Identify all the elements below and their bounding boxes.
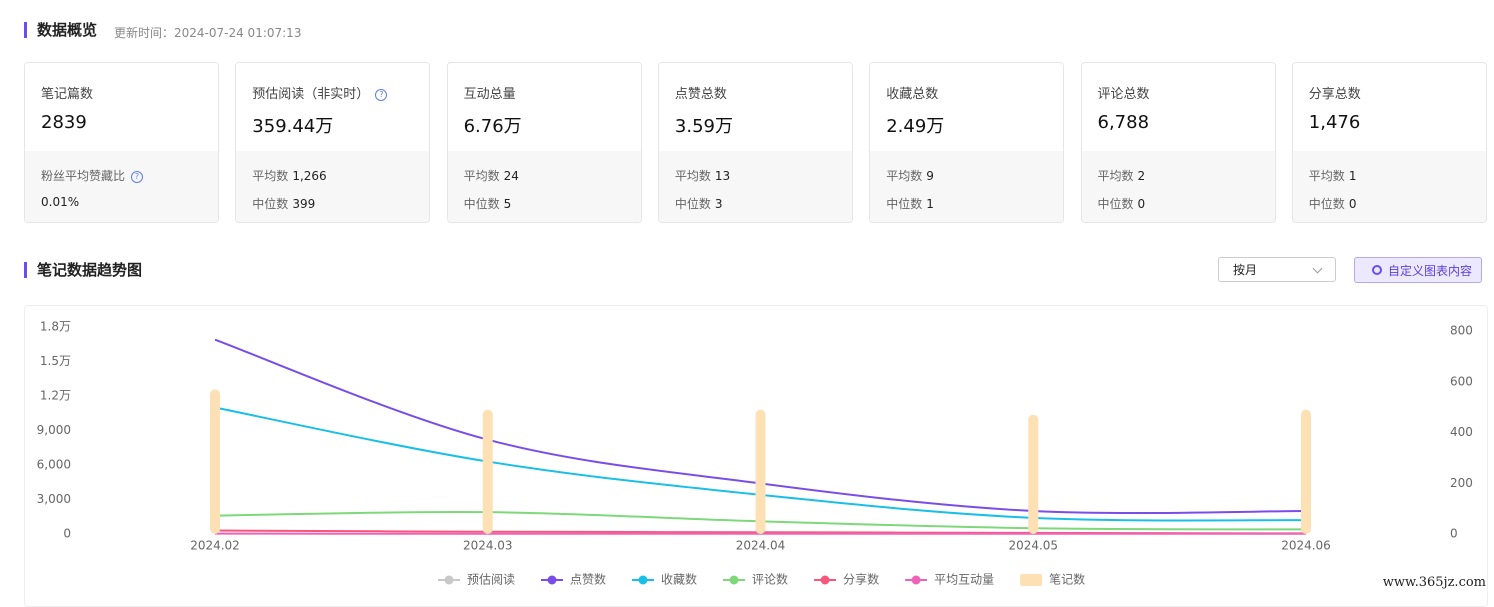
y-tick-label: 1.8万 <box>40 320 71 334</box>
y-tick-label: 1.5万 <box>40 354 71 368</box>
legend-label[interactable]: 预估阅读 <box>467 573 515 587</box>
legend-label[interactable]: 分享数 <box>843 572 879 587</box>
legend-swatch <box>445 576 454 585</box>
legend-swatch <box>912 576 921 585</box>
legend-label[interactable]: 笔记数 <box>1049 572 1085 587</box>
x-tick-label: 2024.04 <box>736 539 786 553</box>
watermark: www.365jz.com <box>1383 575 1486 590</box>
legend-label[interactable]: 平均互动量 <box>934 573 994 587</box>
legend-label[interactable]: 评论数 <box>752 572 788 587</box>
legend-swatch <box>730 576 739 585</box>
x-tick-label: 2024.02 <box>190 539 240 553</box>
bar <box>1301 410 1311 534</box>
y-tick-label: 6,000 <box>37 458 71 472</box>
y2-tick-label: 0 <box>1450 527 1458 541</box>
bar <box>1028 415 1038 534</box>
legend-swatch <box>821 576 830 585</box>
y-tick-label: 9,000 <box>37 423 71 437</box>
y-tick-label: 0 <box>63 527 71 541</box>
y-tick-label: 3,000 <box>37 492 71 506</box>
y2-tick-label: 800 <box>1450 324 1473 338</box>
bar <box>483 410 493 534</box>
bar <box>210 389 220 534</box>
legend-label[interactable]: 点赞数 <box>570 572 606 587</box>
legend-swatch <box>639 576 648 585</box>
bar <box>756 410 766 534</box>
x-tick-label: 2024.05 <box>1008 539 1058 553</box>
y-tick-label: 1.2万 <box>40 389 71 403</box>
legend-swatch <box>548 576 557 585</box>
y2-tick-label: 200 <box>1450 476 1473 490</box>
x-tick-label: 2024.06 <box>1281 539 1331 553</box>
legend-swatch <box>1020 574 1042 586</box>
y2-tick-label: 400 <box>1450 425 1473 439</box>
legend-label[interactable]: 收藏数 <box>661 572 697 587</box>
y2-tick-label: 600 <box>1450 374 1473 388</box>
x-tick-label: 2024.03 <box>463 539 513 553</box>
